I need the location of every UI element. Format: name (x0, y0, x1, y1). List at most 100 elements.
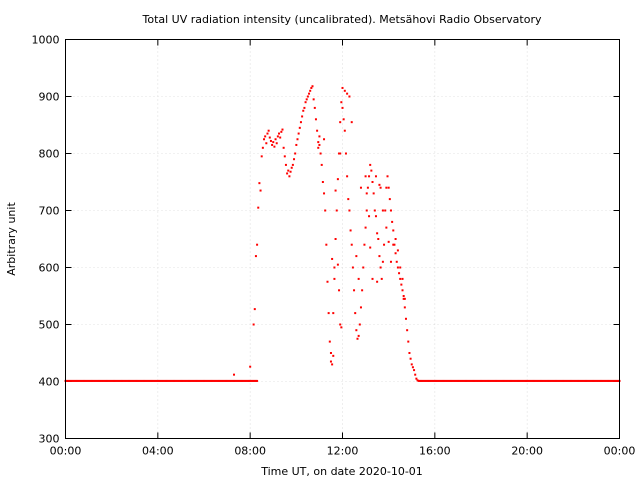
data-point (462, 379, 465, 382)
data-point (522, 379, 525, 382)
data-point (340, 326, 343, 329)
data-point (385, 226, 388, 229)
data-point (117, 379, 120, 382)
y-tick-label: 800 (39, 148, 60, 161)
data-point (80, 379, 83, 382)
data-point (185, 379, 188, 382)
data-point (102, 379, 105, 382)
data-point (169, 379, 172, 382)
data-point (531, 379, 534, 382)
data-point (280, 130, 283, 133)
data-point (478, 379, 481, 382)
data-point (261, 146, 264, 149)
data-point (146, 379, 149, 382)
data-point (341, 106, 344, 109)
data-point (326, 280, 329, 283)
data-point (579, 379, 582, 382)
data-point (533, 379, 536, 382)
data-point (308, 92, 311, 95)
data-point (423, 379, 426, 382)
x-tick-label: 08:00 (234, 445, 266, 458)
data-point (378, 255, 381, 258)
data-point (354, 312, 357, 315)
data-point (490, 379, 493, 382)
data-point (359, 186, 362, 189)
data-point (69, 379, 72, 382)
data-point (372, 192, 375, 195)
data-point (419, 379, 422, 382)
data-point (448, 379, 451, 382)
data-point (381, 209, 384, 212)
x-tick-label: 16:00 (419, 445, 451, 458)
x-axis-label: Time UT, on date 2020-10-01 (260, 465, 423, 478)
data-point (129, 379, 132, 382)
data-point (94, 379, 97, 382)
data-point (555, 379, 558, 382)
data-point (111, 379, 114, 382)
data-point (256, 243, 259, 246)
data-point (548, 379, 551, 382)
data-point (398, 272, 401, 275)
data-point (368, 175, 371, 178)
data-point (193, 379, 196, 382)
data-point (222, 379, 225, 382)
data-point (299, 121, 302, 124)
data-point (74, 379, 77, 382)
data-point (364, 175, 367, 178)
data-point (154, 379, 157, 382)
data-point (81, 379, 84, 382)
data-point (155, 379, 158, 382)
data-point (364, 226, 367, 229)
data-point (291, 163, 294, 166)
data-point (365, 209, 368, 212)
data-point (108, 379, 111, 382)
data-point (489, 379, 492, 382)
data-point (425, 379, 428, 382)
data-point (561, 379, 564, 382)
data-point (540, 379, 543, 382)
data-point (311, 85, 314, 88)
data-point (197, 379, 200, 382)
data-point (106, 379, 109, 382)
data-point (455, 379, 458, 382)
data-point (453, 379, 456, 382)
data-point (182, 379, 185, 382)
data-point (331, 363, 334, 366)
data-point (583, 379, 586, 382)
data-point (266, 132, 269, 135)
data-point (454, 379, 457, 382)
data-point (184, 379, 187, 382)
data-point (304, 101, 307, 104)
data-point (585, 379, 588, 382)
data-point (192, 379, 195, 382)
data-point (241, 379, 244, 382)
data-point (475, 379, 478, 382)
data-point (507, 379, 510, 382)
data-point (237, 379, 240, 382)
data-point (329, 352, 332, 354)
data-point (493, 379, 496, 382)
data-point (402, 295, 405, 297)
data-point (387, 186, 390, 189)
data-point (401, 289, 404, 292)
data-point (482, 379, 485, 382)
data-point (287, 169, 290, 172)
data-point (152, 379, 155, 382)
data-point (335, 209, 338, 212)
data-point (416, 379, 419, 382)
data-point (236, 379, 239, 382)
data-point (168, 379, 171, 382)
data-point (144, 379, 147, 382)
data-point (96, 379, 99, 382)
data-point (267, 129, 270, 132)
data-point (233, 373, 236, 376)
data-point (491, 379, 494, 382)
data-point (319, 152, 322, 155)
data-point (243, 379, 246, 382)
data-point (207, 379, 210, 382)
data-point (183, 379, 186, 382)
data-point (73, 379, 76, 382)
data-point (312, 98, 315, 101)
data-point (95, 379, 98, 382)
data-point (470, 379, 473, 382)
